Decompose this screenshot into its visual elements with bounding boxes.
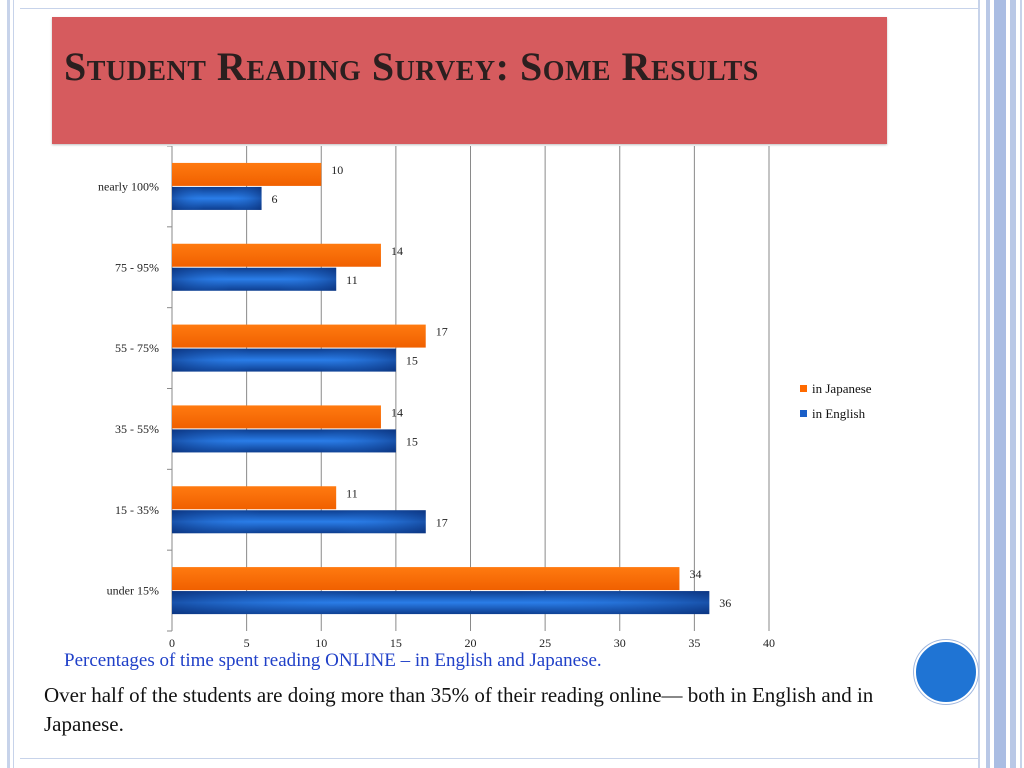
value-label-english: 11 <box>346 273 358 287</box>
value-label-english: 17 <box>436 515 448 529</box>
legend-item-english: in English <box>800 401 872 426</box>
bar-english-shade <box>172 348 396 372</box>
bar-japanese <box>172 324 426 348</box>
value-label-japanese: 10 <box>331 163 343 177</box>
x-tick-label: 20 <box>465 636 477 650</box>
x-tick-label: 10 <box>315 636 327 650</box>
bar-japanese <box>172 567 680 591</box>
bar-japanese <box>172 486 337 510</box>
bar-japanese <box>172 243 381 267</box>
value-label-japanese: 11 <box>346 486 358 500</box>
category-label: under 15% <box>107 584 159 598</box>
slide-title: Student Reading Survey: Some Results <box>64 44 759 89</box>
value-label-english: 36 <box>719 596 731 610</box>
legend-swatch-english <box>800 410 807 417</box>
slide-frame-left <box>0 0 20 768</box>
title-banner: Student Reading Survey: Some Results <box>52 17 887 144</box>
value-label-english: 15 <box>406 354 418 368</box>
chart-legend: in Japanese in English <box>800 376 872 426</box>
bar-japanese <box>172 162 322 186</box>
value-label-english: 6 <box>272 192 278 206</box>
category-label: 55 - 75% <box>115 341 159 355</box>
legend-label-english: in English <box>812 405 866 421</box>
chart-svg: 0 5 10 15 20 25 30 35 40 nearly 100% 10 6 75 - 95% 14… <box>98 146 775 650</box>
bar-english-shade <box>172 267 337 291</box>
value-label-japanese: 17 <box>436 325 448 339</box>
slide-body-text: Over half of the students are doing more… <box>44 683 874 736</box>
x-tick-label: 15 <box>390 636 402 650</box>
slide-frame-right <box>976 0 1024 768</box>
legend-item-japanese: in Japanese <box>800 376 872 401</box>
x-tick-label: 40 <box>763 636 775 650</box>
bar-english-shade <box>172 186 262 210</box>
bar-english-shade <box>172 429 396 453</box>
x-tick-label: 5 <box>244 636 250 650</box>
x-tick-label: 0 <box>169 636 175 650</box>
legend-swatch-japanese <box>800 385 807 392</box>
bar-japanese <box>172 405 381 429</box>
slide-frame-top <box>20 8 978 9</box>
category-label: 35 - 55% <box>115 422 159 436</box>
x-tick-label: 30 <box>614 636 626 650</box>
x-tick-label: 25 <box>539 636 551 650</box>
value-label-japanese: 34 <box>689 567 701 581</box>
category-label: nearly 100% <box>98 179 159 193</box>
category-label: 75 - 95% <box>115 260 159 274</box>
value-label-english: 15 <box>406 434 418 448</box>
bar-chart: 0 5 10 15 20 25 30 35 40 nearly 100% 10 6 75 - 95% 14… <box>60 146 920 658</box>
slide-frame-bottom <box>20 758 978 759</box>
value-label-japanese: 14 <box>391 244 403 258</box>
legend-label-japanese: in Japanese <box>812 380 872 396</box>
bar-english-shade <box>172 510 426 534</box>
x-tick-label: 35 <box>688 636 700 650</box>
chart-caption: Percentages of time spent reading ONLINE… <box>64 650 602 671</box>
bar-english-shade <box>172 591 710 615</box>
category-label: 15 - 35% <box>115 503 159 517</box>
decorative-circle <box>914 640 978 704</box>
value-label-japanese: 14 <box>391 405 403 419</box>
